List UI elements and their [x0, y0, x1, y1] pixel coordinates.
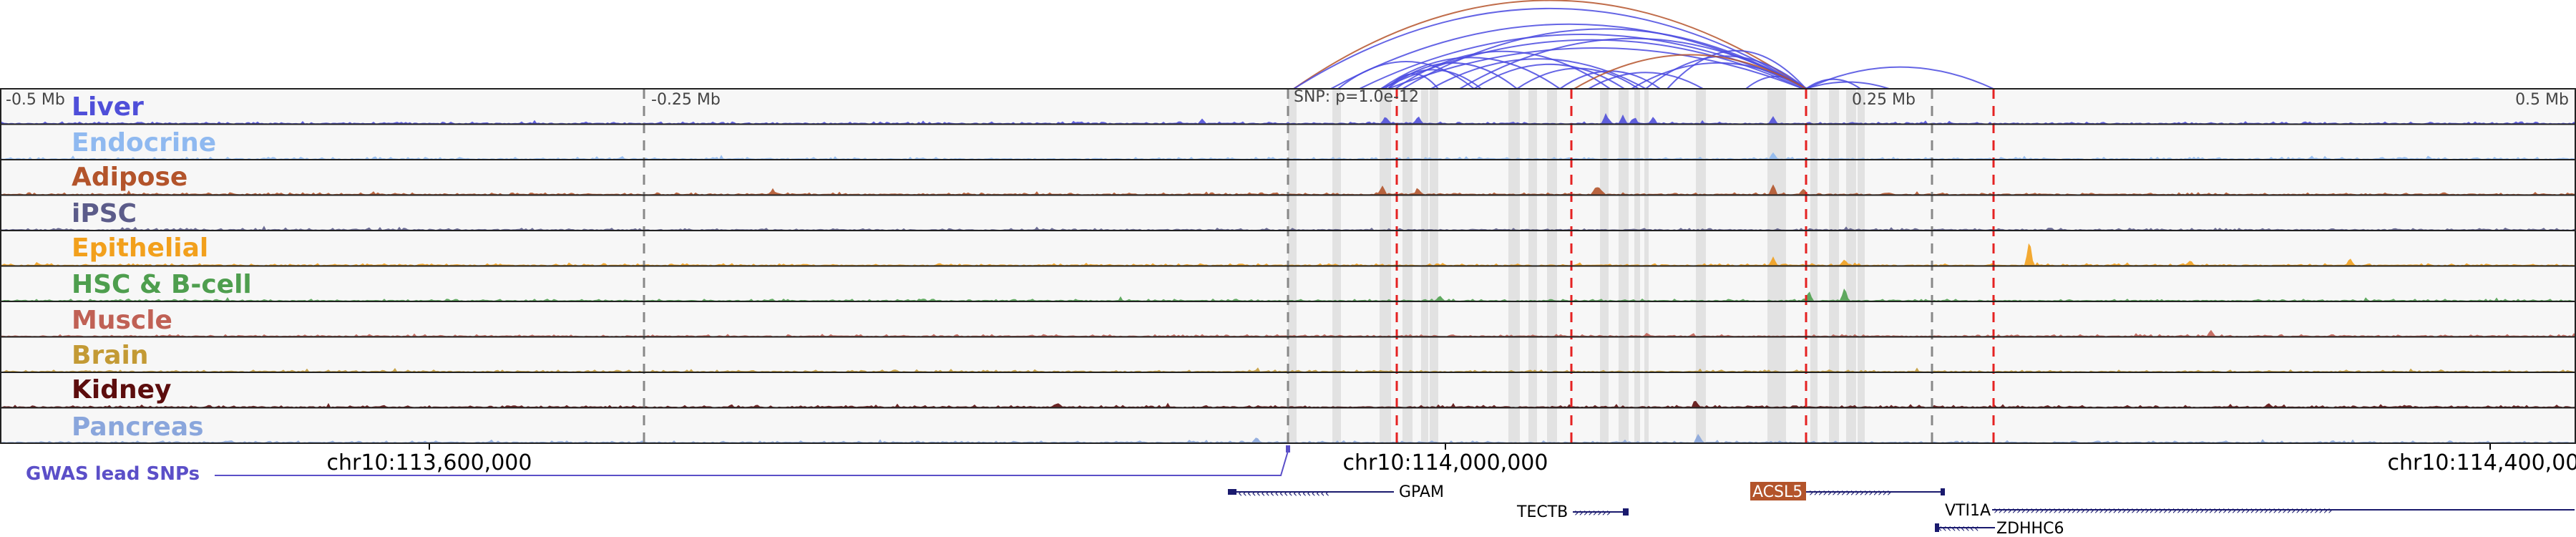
- loop-arc: [1805, 78, 1861, 90]
- gene-strand-gpam: ‹‹‹‹‹‹‹‹‹‹‹‹‹‹‹‹‹‹‹‹: [1238, 486, 1330, 500]
- gene-tectb: TECTB ››››››››: [1516, 503, 1629, 521]
- coordinate-right: chr10:114,400,000: [2388, 450, 2576, 475]
- scale-right-label: 0.5 Mb: [2515, 91, 2569, 109]
- track-label-pancreas: Pancreas: [72, 412, 204, 442]
- loop-arc: [1337, 61, 1475, 90]
- track-frame: [0, 88, 2576, 444]
- signal-track: [0, 434, 2576, 442]
- gene-label-box-acsl5: [1750, 482, 1806, 500]
- loop-arc: [1430, 58, 1646, 90]
- scale-bar: -0.5 Mb -0.25 Mb SNP: p=1.0e-12 0.25 Mb …: [6, 88, 2569, 109]
- track-label-adipose: Adipose: [72, 163, 187, 192]
- loop-arc: [1459, 37, 1807, 90]
- loop-arc: [1588, 72, 1704, 90]
- loop-arc: [1645, 55, 1807, 90]
- gene-annotations: ‹‹‹‹‹‹‹‹‹‹‹‹‹‹‹‹‹‹‹‹ GPAM TECTB ››››››››…: [1228, 482, 2575, 537]
- gene-zdhhc6: ‹‹‹‹‹‹‹‹‹ ZDHHC6: [1935, 520, 2064, 537]
- gene-exon-tectb: [1623, 508, 1629, 516]
- signal-track: [0, 112, 2576, 124]
- gwas-track: GWAS lead SNPs: [26, 445, 1290, 485]
- track-label-kidney: Kidney: [72, 375, 172, 405]
- gene-gpam: ‹‹‹‹‹‹‹‹‹‹‹‹‹‹‹‹‹‹‹‹ GPAM: [1228, 483, 1444, 501]
- gene-exon-zdhhc6: [1935, 523, 1939, 532]
- gene-acsl5: ACSL5 ››››››››››››››››››: [1750, 482, 1945, 501]
- gwas-label: GWAS lead SNPs: [26, 463, 200, 485]
- track-label-brain: Brain: [72, 341, 148, 370]
- snp-pvalue-label: SNP: p=1.0e-12: [1294, 88, 1419, 106]
- loop-arc: [1387, 73, 1439, 90]
- loop-arc: [1402, 28, 1807, 90]
- gene-label-zdhhc6: ZDHHC6: [1996, 520, 2064, 537]
- loop-arc: [1473, 63, 1625, 90]
- gene-label-vti1a: VTI1A: [1945, 502, 1991, 520]
- gene-exon-acsl5: [1941, 488, 1945, 495]
- gene-vti1a: VTI1A ››››››››››››››››››››››››››››››››››…: [1945, 502, 2575, 520]
- gene-label-gpam: GPAM: [1399, 483, 1444, 501]
- scale-left-label: -0.5 Mb: [6, 91, 65, 109]
- gene-strand-tectb: ››››››››: [1574, 505, 1611, 519]
- gene-label-acsl5: ACSL5: [1752, 483, 1802, 501]
- loop-arc: [1805, 81, 1890, 90]
- gene-strand-vti1a: ››››››››››››››››››››››››››››››››››››››››…: [1994, 503, 2332, 517]
- track-labels: Liver Endocrine Adipose iPSC Epithelial …: [72, 92, 252, 442]
- gwas-lead-snp: [1286, 445, 1290, 453]
- gene-strand-acsl5: ››››››››››››››››››: [1809, 485, 1891, 499]
- signal-track: [0, 329, 2576, 337]
- coordinate-axis: chr10:113,600,000 chr10:114,000,000 chr1…: [327, 444, 2576, 475]
- loop-arc: [1667, 49, 1807, 90]
- chromatin-loops: [1293, 0, 1994, 90]
- loop-arc: [1805, 66, 1994, 90]
- loop-arc: [1387, 47, 1804, 90]
- coordinate-center: chr10:114,000,000: [1343, 450, 1548, 475]
- loop-arc: [1745, 76, 1807, 90]
- loop-arc: [1395, 50, 1611, 90]
- scale-right-mid-label: 0.25 Mb: [1852, 91, 1916, 109]
- signal-track: [0, 152, 2576, 159]
- scale-left-mid-label: -0.25 Mb: [651, 91, 721, 109]
- track-label-hsc-b-cell: HSC & B-cell: [72, 270, 252, 299]
- track-label-liver: Liver: [72, 92, 144, 122]
- signal-track: [0, 226, 2576, 230]
- loop-arc: [1380, 57, 1561, 90]
- loop-arc: [1516, 67, 1639, 90]
- track-label-muscle: Muscle: [72, 306, 172, 335]
- coordinate-left: chr10:113,600,000: [327, 450, 532, 475]
- loop-arc: [1293, 0, 1807, 90]
- track-label-epithelial: Epithelial: [72, 233, 208, 263]
- loop-arc: [1293, 8, 1807, 90]
- gene-label-tectb: TECTB: [1516, 503, 1568, 521]
- track-label-ipsc: iPSC: [72, 199, 137, 228]
- loop-arc: [1574, 54, 1807, 90]
- track-label-endocrine: Endocrine: [72, 128, 216, 158]
- gene-strand-zdhhc6: ‹‹‹‹‹‹‹‹‹: [1938, 521, 1979, 535]
